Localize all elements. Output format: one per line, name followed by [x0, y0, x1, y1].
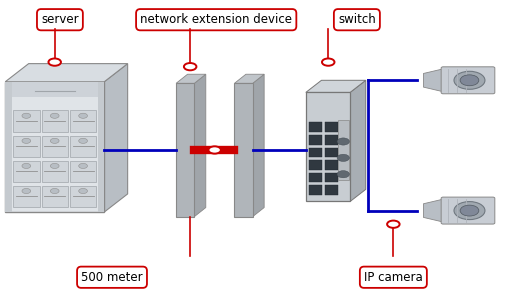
FancyBboxPatch shape	[441, 67, 495, 94]
Text: server: server	[41, 13, 79, 26]
FancyBboxPatch shape	[441, 197, 495, 224]
Circle shape	[387, 221, 400, 228]
Circle shape	[337, 154, 350, 161]
FancyBboxPatch shape	[306, 92, 350, 201]
Circle shape	[22, 138, 31, 143]
FancyBboxPatch shape	[338, 120, 349, 180]
Circle shape	[208, 146, 221, 154]
FancyBboxPatch shape	[98, 82, 104, 212]
Polygon shape	[194, 74, 206, 217]
Text: switch: switch	[338, 13, 376, 26]
Circle shape	[79, 113, 88, 118]
FancyBboxPatch shape	[309, 160, 322, 170]
FancyBboxPatch shape	[234, 83, 253, 217]
FancyBboxPatch shape	[325, 122, 338, 132]
Circle shape	[460, 75, 479, 86]
Circle shape	[337, 138, 350, 145]
FancyBboxPatch shape	[70, 161, 96, 182]
FancyBboxPatch shape	[13, 135, 40, 157]
FancyBboxPatch shape	[13, 111, 40, 132]
FancyBboxPatch shape	[42, 186, 68, 207]
Polygon shape	[253, 74, 264, 217]
Circle shape	[322, 58, 334, 66]
Circle shape	[184, 63, 196, 70]
Circle shape	[337, 171, 350, 178]
FancyBboxPatch shape	[70, 135, 96, 157]
Circle shape	[48, 58, 61, 66]
Circle shape	[454, 71, 485, 89]
Circle shape	[79, 188, 88, 194]
Circle shape	[51, 163, 59, 168]
Polygon shape	[176, 74, 206, 83]
FancyBboxPatch shape	[13, 186, 40, 207]
Text: IP camera: IP camera	[364, 271, 423, 284]
FancyBboxPatch shape	[309, 135, 322, 145]
Polygon shape	[424, 69, 443, 92]
Circle shape	[454, 201, 485, 220]
FancyBboxPatch shape	[309, 148, 322, 157]
Polygon shape	[234, 74, 264, 83]
FancyBboxPatch shape	[176, 83, 194, 217]
FancyBboxPatch shape	[70, 186, 96, 207]
Circle shape	[79, 163, 88, 168]
Circle shape	[51, 188, 59, 194]
Circle shape	[22, 163, 31, 168]
Circle shape	[51, 113, 59, 118]
FancyBboxPatch shape	[309, 122, 322, 132]
FancyBboxPatch shape	[5, 82, 104, 98]
Circle shape	[51, 138, 59, 143]
Circle shape	[22, 113, 31, 118]
FancyBboxPatch shape	[70, 111, 96, 132]
FancyBboxPatch shape	[325, 185, 338, 195]
FancyBboxPatch shape	[325, 148, 338, 157]
FancyBboxPatch shape	[42, 161, 68, 182]
FancyBboxPatch shape	[5, 82, 104, 212]
FancyBboxPatch shape	[42, 111, 68, 132]
FancyBboxPatch shape	[325, 160, 338, 170]
FancyBboxPatch shape	[309, 185, 322, 195]
Polygon shape	[306, 80, 366, 92]
FancyBboxPatch shape	[325, 173, 338, 182]
Circle shape	[22, 188, 31, 194]
Polygon shape	[104, 64, 128, 212]
FancyBboxPatch shape	[5, 82, 11, 212]
Circle shape	[79, 138, 88, 143]
Polygon shape	[350, 80, 366, 201]
Text: 500 meter: 500 meter	[81, 271, 143, 284]
Text: network extension device: network extension device	[140, 13, 292, 26]
FancyBboxPatch shape	[309, 173, 322, 182]
FancyBboxPatch shape	[42, 135, 68, 157]
FancyBboxPatch shape	[13, 161, 40, 182]
Polygon shape	[424, 199, 443, 222]
Polygon shape	[5, 64, 128, 82]
Circle shape	[460, 205, 479, 216]
FancyBboxPatch shape	[325, 135, 338, 145]
